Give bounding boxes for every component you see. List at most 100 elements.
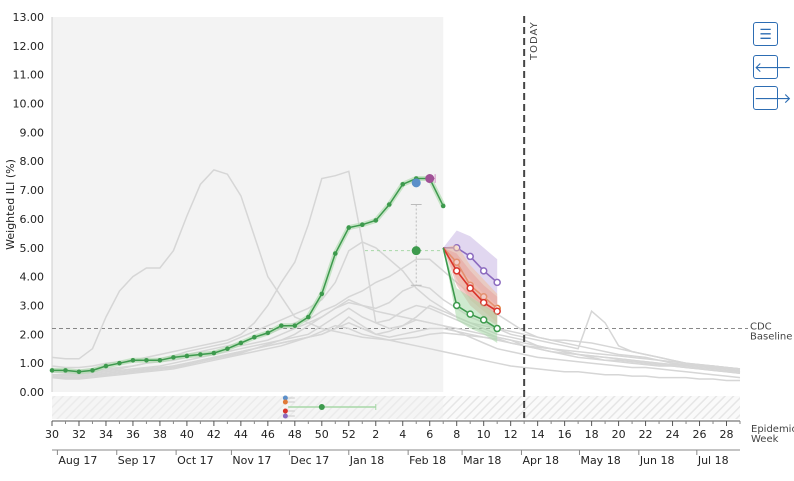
arrow-right-icon: 🡒: [754, 91, 792, 107]
y-axis-title: Weighted ILI (%): [4, 159, 17, 250]
y-tick-label: 10.00: [13, 98, 45, 111]
x-tick-label: 30: [45, 428, 59, 441]
x-tick-label: 46: [261, 428, 275, 441]
x-tick-label: 38: [153, 428, 167, 441]
y-tick-label: 3.00: [20, 299, 45, 312]
x-tick-label: 48: [288, 428, 302, 441]
y-tick-label: 2.00: [20, 328, 45, 341]
onset-strip-past: [52, 396, 444, 419]
observed-point: [359, 222, 365, 227]
x-tick-label: 36: [126, 428, 140, 441]
x-tick-label: 34: [99, 428, 113, 441]
legend-menu-button[interactable]: ☰: [753, 22, 778, 46]
peak-marker: [411, 178, 421, 188]
back-button[interactable]: 🡐: [753, 55, 792, 79]
baseline-label-line2: Baseline: [750, 332, 792, 343]
observed-point: [63, 368, 68, 373]
observed-point: [265, 330, 271, 336]
forecast-point: [466, 284, 474, 292]
onset-marker: [318, 404, 325, 410]
x-tick-label: 10: [477, 428, 491, 441]
month-tick-label: Apr 18: [522, 454, 559, 467]
arrow-left-icon: 🡐: [754, 60, 792, 76]
x-tick-label: 6: [426, 428, 433, 441]
onset-marker: [282, 413, 288, 419]
peak-marker: [425, 174, 435, 184]
x-tick-label: 44: [234, 428, 248, 441]
month-tick-label: Aug 17: [58, 454, 97, 467]
observed-point: [332, 251, 338, 256]
observed-point: [319, 291, 325, 297]
x-tick-label: 8: [453, 428, 460, 441]
observed-point: [76, 369, 82, 375]
history-season-line: [52, 316, 741, 379]
observed-point: [400, 182, 406, 187]
y-tick-label: 5.00: [20, 242, 45, 255]
forecast-point: [479, 267, 488, 275]
observed-point: [144, 357, 149, 363]
observed-point: [103, 363, 109, 369]
observed-point: [130, 357, 136, 363]
observed-point: [49, 368, 55, 373]
x-tick-label: 50: [315, 428, 329, 441]
x-axis-title-line1: Epidemic: [751, 424, 794, 435]
observed-point: [198, 352, 203, 357]
y-tick-label: 7.00: [20, 184, 45, 197]
x-tick-label: 18: [585, 428, 599, 441]
onset-marker: [282, 395, 288, 401]
x-tick-label: 12: [504, 428, 518, 441]
forward-button[interactable]: 🡒: [753, 86, 792, 110]
month-tick-label: Nov 17: [232, 454, 271, 467]
observed-point: [211, 350, 217, 356]
observed-point: [306, 314, 311, 320]
month-tick-label: Oct 17: [177, 454, 214, 467]
history-season-line: [51, 170, 741, 370]
observed-point: [171, 355, 176, 360]
today-label: TODAY: [529, 21, 540, 61]
onset-marker: [282, 408, 288, 414]
x-tick-label: 32: [72, 428, 86, 441]
observed-point: [346, 225, 352, 230]
observed-point: [279, 323, 284, 328]
forecast-point: [452, 267, 461, 275]
month-tick-label: Mar 18: [463, 454, 501, 467]
forecast-point: [493, 324, 501, 333]
y-tick-label: 13.00: [13, 11, 45, 24]
peak-marker: [411, 246, 421, 256]
baseline-label-line1: CDC: [750, 322, 772, 333]
observed-point: [225, 346, 230, 352]
x-tick-label: 22: [639, 428, 653, 441]
onset-marker: [282, 399, 288, 405]
y-tick-label: 1.00: [20, 357, 45, 370]
observed-point: [184, 353, 190, 359]
forecast-point: [493, 278, 501, 287]
x-tick-label: 26: [693, 428, 707, 441]
observed-point: [386, 202, 392, 207]
month-tick-label: Sep 17: [118, 454, 156, 467]
y-tick-label: 4.00: [20, 271, 45, 284]
x-tick-label: 40: [180, 428, 194, 441]
month-tick-label: May 18: [580, 454, 620, 467]
y-tick-label: 8.00: [20, 155, 45, 168]
x-tick-label: 20: [612, 428, 626, 441]
observed-point: [238, 340, 244, 346]
forecast-point: [466, 252, 474, 261]
observed-point: [373, 218, 379, 223]
x-tick-label: 52: [342, 428, 356, 441]
month-tick-label: Jun 18: [639, 454, 675, 467]
x-axis-title-line2: Week: [751, 434, 779, 445]
x-tick-label: 4: [399, 428, 406, 441]
month-tick-label: Feb 18: [409, 454, 446, 467]
x-tick-label: 24: [666, 428, 680, 441]
x-tick-label: 2: [372, 428, 379, 441]
observed-point: [117, 360, 122, 366]
month-tick-label: Dec 17: [290, 454, 329, 467]
y-tick-label: 6.00: [20, 213, 45, 226]
forecast-point: [452, 301, 461, 310]
x-tick-label: 16: [558, 428, 572, 441]
observed-point: [292, 323, 298, 328]
y-tick-label: 0.00: [20, 386, 45, 399]
y-tick-label: 11.00: [13, 69, 45, 82]
x-tick-label: 14: [531, 428, 545, 441]
